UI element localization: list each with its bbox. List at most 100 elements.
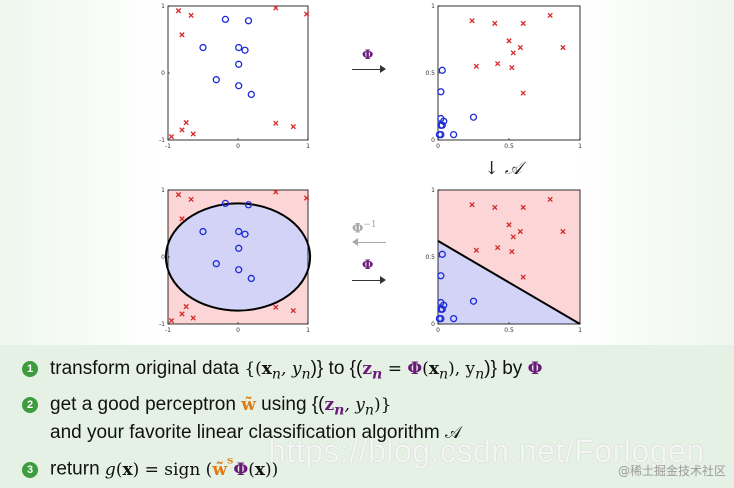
circle-point: [437, 314, 445, 323]
circle-point: [437, 88, 445, 96]
cross-point: [179, 311, 185, 317]
cross-point: [547, 196, 553, 203]
cross-point: [473, 63, 479, 69]
x-tick-label: 0.5: [504, 327, 514, 334]
x-tick-label: 1: [306, 143, 310, 150]
circle-point: [241, 230, 249, 238]
cross-point: [303, 195, 310, 201]
step-1-text: transform original data: [50, 358, 245, 379]
cross-point: [560, 228, 566, 235]
x-tick-label: 0: [236, 327, 240, 334]
cross-point: [273, 304, 279, 310]
cross-point: [520, 204, 526, 211]
x-tick-label: -1: [165, 143, 171, 150]
circle-point: [438, 305, 446, 313]
cross-point: [492, 20, 498, 27]
cross-point: [517, 44, 524, 51]
phi-arrow-top: [352, 69, 382, 70]
cross-point: [183, 303, 189, 310]
step-3-text: return: [50, 458, 105, 480]
top-band: [0, 0, 734, 345]
plot-frame: [167, 5, 309, 141]
circle-point: [212, 76, 220, 84]
x-tick-label: 0: [436, 143, 440, 150]
cross-point: [273, 120, 279, 126]
cross-point: [188, 196, 194, 203]
plot-transformed-classified: 00 0.5 0.5 1 1: [425, 187, 582, 334]
step-1: 1 transform original data {(xn, yn)} to {…: [22, 358, 542, 382]
cross-point: [560, 44, 566, 51]
circle-point: [244, 201, 253, 209]
x-tick-label: 1: [578, 327, 582, 334]
cross-point: [179, 32, 185, 38]
cross-point: [520, 90, 526, 96]
step-2-continued: and your favorite linear classification …: [50, 422, 462, 443]
step-2: 2 get a good perceptron w̃ using {(zn, yn…: [22, 394, 391, 418]
cross-point: [183, 119, 189, 126]
circle-point: [438, 121, 446, 129]
plot-frame: [437, 5, 581, 141]
cross-point: [273, 189, 279, 195]
phi-label-bottom: Φ: [362, 258, 374, 273]
step-2-number: 2: [22, 397, 38, 413]
circle-point: [199, 43, 207, 52]
cross-point: [168, 317, 175, 324]
cross-point: [179, 216, 185, 222]
x-tick-label: -1: [165, 327, 171, 334]
circle-point: [449, 314, 458, 323]
bottom-band: [0, 345, 734, 488]
circle-point: [235, 82, 243, 90]
cross-point: [517, 228, 524, 235]
cross-point: [473, 247, 479, 253]
circle-point: [235, 227, 243, 236]
cross-point: [520, 20, 526, 27]
cross-point: [175, 8, 182, 14]
circle-point: [212, 260, 220, 268]
circle-point: [247, 90, 255, 99]
phi-arrowhead-top: [380, 65, 386, 73]
y-tick-label: 1: [161, 187, 165, 194]
cross-point: [168, 133, 175, 140]
circle-point: [438, 250, 446, 258]
cross-point: [290, 123, 296, 130]
circle-point: [241, 46, 249, 54]
circle-point: [235, 266, 243, 274]
phi-label-top: Φ: [362, 48, 374, 63]
y-tick-label: 0: [431, 137, 435, 144]
circle-point: [221, 199, 230, 208]
y-tick-label: 1: [431, 3, 435, 10]
circle-point: [235, 43, 243, 52]
cross-point: [494, 60, 501, 67]
decision-line: [437, 240, 581, 325]
y-tick-label: 1: [431, 187, 435, 194]
x-tick-label: 1: [306, 327, 310, 334]
y-tick-label: 1: [161, 3, 165, 10]
circle-point: [438, 66, 446, 74]
cross-point: [509, 64, 515, 71]
circle-point: [221, 15, 230, 24]
x-tick-label: 1: [578, 143, 582, 150]
cross-point: [547, 12, 553, 19]
y-tick-label: 0.5: [425, 70, 435, 77]
plot-transformed: 00 0.5 0.5 1 1: [425, 3, 582, 150]
circle-point: [235, 244, 243, 252]
down-arrow-algorithm: ↓ 𝒜: [484, 158, 522, 179]
cross-point: [469, 202, 475, 208]
phi-inverse-arrowhead: [352, 238, 358, 246]
cross-point: [179, 127, 185, 133]
circle-point: [244, 17, 253, 25]
watermark: https://blog.csdn.net/Forlogen: [268, 433, 705, 469]
circle-point: [437, 272, 445, 280]
cross-point: [190, 131, 196, 137]
y-tick-label: 0: [431, 321, 435, 328]
circle-point: [449, 130, 458, 139]
step-2-text: get a good perceptron: [50, 394, 242, 415]
phi-arrow-bottom: [352, 280, 382, 281]
y-tick-label: -1: [159, 321, 165, 328]
y-tick-label: 0: [161, 70, 165, 77]
step-1-number: 1: [22, 361, 38, 377]
circle-point: [199, 227, 207, 236]
plot-original-classified: -1-1 0 0 1 1: [159, 187, 312, 334]
cross-point: [190, 315, 196, 321]
cross-point: [188, 12, 194, 19]
